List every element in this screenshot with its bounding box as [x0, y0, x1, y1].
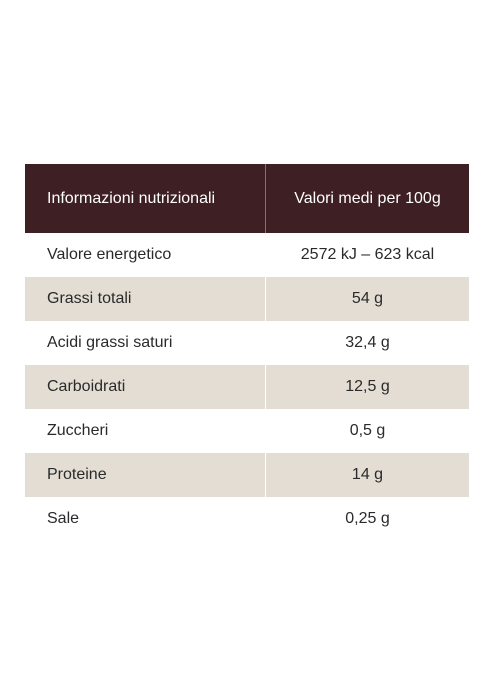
table-row: Grassi totali 54 g: [25, 277, 469, 321]
header-value: Valori medi per 100g: [294, 189, 441, 207]
row-label: Zuccheri: [47, 422, 109, 439]
table-row: Valore energetico 2572 kJ – 623 kcal: [25, 233, 469, 277]
row-value: 0,5 g: [349, 422, 386, 439]
table-row: Zuccheri 0,5 g: [25, 409, 469, 453]
nutrition-table: Informazioni nutrizionali Valori medi pe…: [25, 164, 469, 541]
table-header: Informazioni nutrizionali Valori medi pe…: [25, 164, 469, 233]
row-label: Grassi totali: [25, 277, 266, 321]
table-row: Proteine 14 g: [25, 453, 469, 497]
table-row: Acidi grassi saturi 32,4 g: [25, 321, 469, 365]
row-label: Proteine: [25, 453, 266, 497]
row-value: 54 g: [351, 290, 384, 307]
row-value: 0,25 g: [345, 510, 390, 527]
row-label: Sale: [47, 510, 80, 527]
row-value: 14 g: [351, 466, 384, 483]
table-row: Sale 0,25 g: [25, 497, 469, 541]
table-row: Carboidrati 12,5 g: [25, 365, 469, 409]
row-label: Valore energetico: [47, 246, 172, 263]
row-label: Acidi grassi saturi: [47, 334, 173, 351]
row-label: Carboidrati: [25, 365, 266, 409]
row-value: 32,4 g: [345, 334, 390, 351]
row-value: 2572 kJ – 623 kcal: [300, 246, 435, 263]
row-value: 12,5 g: [345, 378, 390, 395]
header-label: Informazioni nutrizionali: [25, 164, 266, 233]
